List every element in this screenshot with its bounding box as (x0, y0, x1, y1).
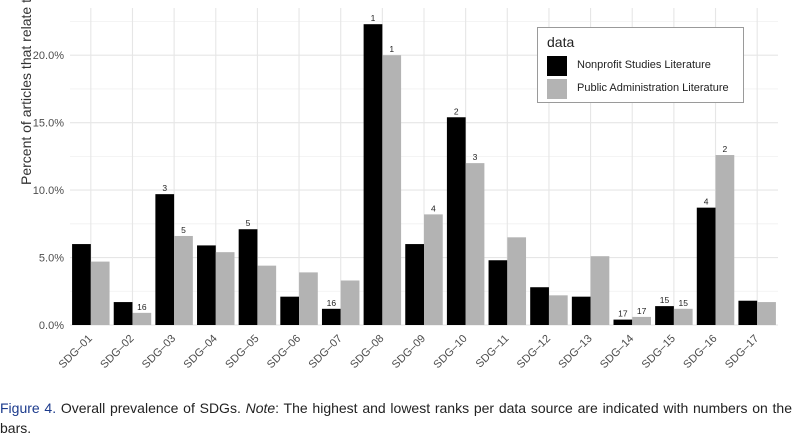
caption-label: Figure 4. (0, 400, 57, 416)
bar-public-admin (673, 308, 693, 325)
rank-label: 17 (637, 306, 647, 316)
bar-public-admin (382, 55, 402, 325)
bar-public-admin (174, 235, 193, 325)
y-axis-title: Percent of articles that relate to given… (18, 0, 34, 185)
rank-label: 1 (389, 44, 394, 54)
legend-title: data (547, 34, 575, 50)
caption-text-2: : The highest and lowest ranks per data … (0, 400, 792, 436)
bar-nonprofit (405, 244, 424, 325)
rank-label: 15 (660, 295, 670, 305)
y-tick-label: 15.0% (33, 118, 64, 130)
rank-label: 15 (679, 298, 689, 308)
x-tick-label: SDG–01 (57, 333, 95, 371)
x-tick-label: SDG–10 (431, 333, 469, 371)
bar-nonprofit (363, 24, 383, 326)
bar-public-admin (257, 265, 277, 325)
bar-public-admin (590, 256, 610, 325)
rank-label: 4 (431, 203, 436, 213)
bar-public-admin (90, 261, 110, 325)
rank-label: 1 (371, 13, 376, 23)
rank-label: 2 (454, 106, 459, 116)
rank-label: 16 (137, 302, 147, 312)
rank-label: 3 (473, 152, 478, 162)
bar-public-admin (465, 163, 485, 325)
x-tick-label: SDG–14 (598, 333, 636, 371)
bar-nonprofit (72, 244, 91, 325)
bar-public-admin (715, 155, 735, 325)
rank-label: 3 (162, 183, 167, 193)
bar-public-admin (507, 237, 527, 325)
rank-label: 4 (704, 197, 709, 207)
bar-nonprofit (488, 260, 508, 325)
bar-public-admin (632, 316, 651, 325)
x-tick-label: SDG–06 (265, 333, 303, 371)
bar-nonprofit (613, 319, 633, 325)
bar-nonprofit (446, 117, 466, 326)
bar-public-admin (424, 214, 443, 325)
y-tick-label: 0.0% (39, 320, 64, 332)
bar-nonprofit (155, 194, 175, 325)
figure-caption: Figure 4. Overall prevalence of SDGs. No… (0, 398, 792, 438)
bar-nonprofit (571, 296, 591, 325)
y-tick-label: 5.0% (39, 253, 64, 265)
bar-public-admin (340, 280, 360, 325)
legend: data Nonprofit Studies Literature Public… (537, 27, 744, 103)
legend-label-public-admin: Public Administration Literature (577, 82, 729, 94)
y-tick-label: 20.0% (33, 50, 64, 62)
x-tick-label: SDG–12 (515, 333, 553, 371)
x-tick-label: SDG–02 (98, 333, 136, 371)
x-tick-label: SDG–15 (640, 333, 678, 371)
bar-nonprofit (530, 287, 549, 325)
legend-label-nonprofit: Nonprofit Studies Literature (577, 59, 711, 71)
rank-label: 16 (327, 298, 337, 308)
legend-swatch-nonprofit (547, 56, 567, 76)
bar-nonprofit (197, 245, 216, 325)
x-tick-label: SDG–09 (390, 333, 428, 371)
x-tick-label: SDG–05 (223, 333, 261, 371)
x-tick-label: SDG–04 (182, 333, 220, 371)
rank-label: 2 (723, 144, 728, 154)
bar-public-admin (757, 302, 776, 325)
bar-public-admin (299, 272, 318, 325)
x-tick-label: SDG–13 (556, 333, 594, 371)
x-tick-label: SDG–17 (723, 333, 761, 371)
bar-nonprofit (321, 308, 341, 325)
x-tick-label: SDG–03 (140, 333, 178, 371)
bar-nonprofit (738, 300, 758, 325)
rank-label: 17 (618, 309, 628, 319)
bar-nonprofit (655, 306, 674, 325)
bar-public-admin (215, 252, 235, 325)
bar-nonprofit (238, 229, 258, 325)
bar-nonprofit (280, 296, 300, 325)
bar-nonprofit (696, 207, 716, 325)
rank-label: 5 (246, 218, 251, 228)
bar-public-admin (548, 295, 568, 325)
x-tick-label: SDG–07 (306, 333, 344, 371)
x-tick-label: SDG–08 (348, 333, 386, 371)
x-tick-label: SDG–11 (474, 333, 512, 371)
bar-chart: 0.0% 5.0% 10.0% 15.0% 20.0% SDG–01 16 SDG–02 3 5 S… (33, 8, 778, 371)
caption-text-1: Overall prevalence of SDGs. (56, 400, 246, 416)
bar-public-admin (132, 312, 152, 325)
x-tick-label: SDG–16 (681, 333, 719, 371)
rank-label: 5 (181, 225, 186, 235)
bar-nonprofit (113, 302, 133, 325)
caption-note: Note (245, 400, 276, 416)
legend-swatch-public-admin (547, 79, 567, 99)
y-tick-label: 10.0% (33, 185, 64, 197)
